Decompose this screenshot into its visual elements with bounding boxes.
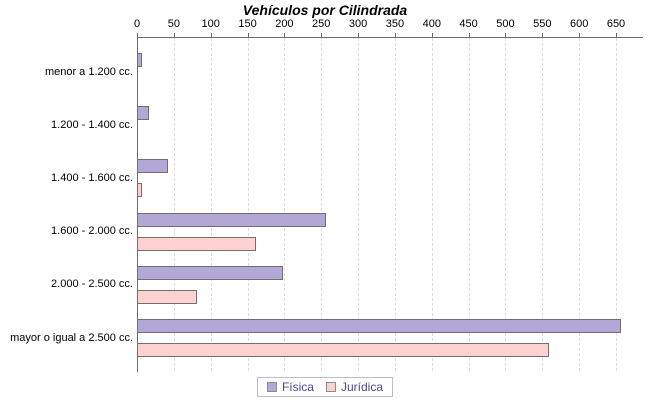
x-tick-label: 300	[348, 18, 368, 30]
x-tick	[173, 33, 175, 37]
x-tick	[431, 33, 433, 37]
gridline	[210, 38, 212, 371]
gridline	[247, 38, 249, 371]
legend-item-fisica: Física	[266, 380, 314, 394]
x-tick	[394, 33, 396, 37]
x-tick-label: 550	[533, 18, 552, 30]
juridica-swatch-icon	[325, 382, 336, 392]
x-tick	[210, 33, 212, 37]
gridline	[542, 38, 544, 371]
bar-fisica-1	[137, 106, 149, 121]
gridline	[468, 38, 470, 371]
fisica-swatch-icon	[266, 382, 277, 392]
x-tick-label: 100	[201, 18, 220, 30]
legend-label-juridica: Jurídica	[340, 380, 384, 394]
x-tick	[616, 33, 617, 37]
category-label: 1.200 - 1.400 cc.	[51, 118, 133, 131]
gridline	[579, 38, 581, 371]
x-tick	[247, 33, 249, 37]
x-tick-label: 650	[606, 18, 626, 30]
x-tick	[321, 33, 323, 37]
category-label: 2.000 - 2.500 cc.	[51, 278, 133, 291]
x-tick-label: 450	[459, 18, 478, 30]
x-tick	[284, 33, 286, 37]
category-label: mayor o igual a 2.500 cc.	[10, 331, 133, 344]
x-tick	[505, 33, 507, 37]
category-label: menor a 1.200 cc.	[44, 65, 133, 78]
x-axis-line	[137, 37, 643, 38]
gridline	[505, 38, 507, 371]
x-tick-label: 400	[422, 18, 441, 30]
x-tick-label: 500	[496, 18, 515, 30]
gridline	[321, 38, 323, 371]
chart-title: Vehículos por Cilindrada	[242, 2, 408, 18]
gridline	[394, 38, 396, 371]
gridline	[616, 38, 617, 371]
x-tick	[579, 33, 581, 37]
category-label: 1.600 - 2.000 cc.	[51, 225, 133, 238]
x-tick	[468, 33, 470, 37]
x-tick-label: 0	[133, 18, 141, 30]
bar-fisica-3	[137, 212, 326, 227]
x-tick-label: 350	[385, 18, 405, 30]
gridline	[431, 38, 433, 371]
x-tick	[358, 33, 360, 37]
legend: Física Jurídica	[256, 377, 394, 397]
bar-juridica-4	[137, 289, 197, 304]
legend-label-fisica: Física	[281, 380, 314, 394]
bar-juridica-2	[137, 183, 142, 198]
gridline	[358, 38, 360, 371]
bar-juridica-5	[137, 343, 549, 357]
bar-fisica-2	[137, 159, 168, 174]
bar-fisica-5	[137, 319, 621, 333]
x-tick-label: 600	[569, 18, 589, 30]
gridline	[173, 38, 175, 371]
bar-fisica-4	[137, 265, 283, 280]
x-tick-label: 200	[275, 18, 294, 30]
x-tick	[137, 33, 138, 37]
gridline	[284, 38, 286, 371]
x-tick	[542, 33, 544, 37]
x-tick-label: 50	[167, 18, 180, 30]
legend-item-juridica: Jurídica	[325, 380, 384, 394]
y-axis-line	[137, 37, 138, 372]
bar-fisica-0	[137, 53, 142, 67]
category-label: 1.400 - 1.600 cc.	[51, 171, 133, 184]
x-tick-label: 150	[238, 18, 257, 30]
bar-juridica-3	[137, 236, 256, 251]
x-tick-label: 250	[312, 18, 331, 30]
